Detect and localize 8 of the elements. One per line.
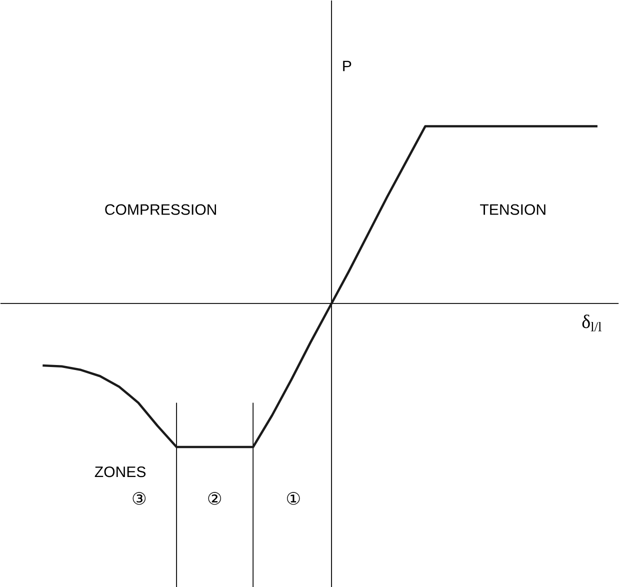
text: ③ (132, 492, 146, 505)
y-axis-title: P (343, 60, 352, 71)
annotation: COMPRESSION (105, 204, 216, 215)
text: ② (208, 492, 222, 505)
text: ZONES (94, 466, 146, 477)
x-axis-title: δ$_{l/l}$ (582, 314, 602, 332)
text: ① (287, 492, 300, 505)
annotation: TENSION (480, 204, 546, 215)
